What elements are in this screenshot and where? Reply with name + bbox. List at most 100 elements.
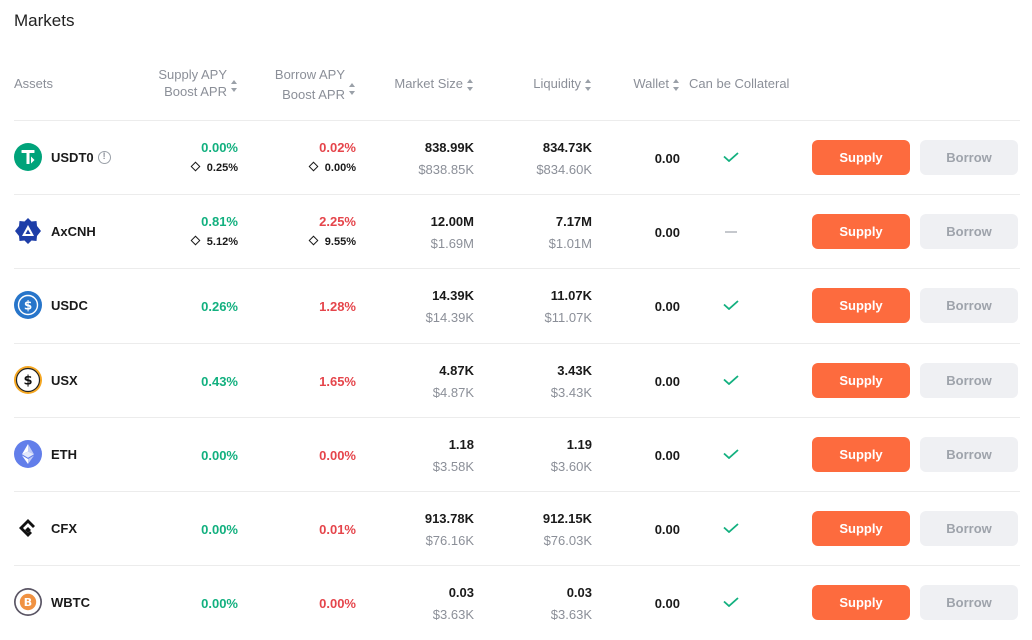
table-row: $ USDC 0.26% 1.28% 14.39K $14.39K 11.07K…: [0, 269, 1032, 343]
asset-name-text: USDT0: [51, 150, 94, 165]
liquidity: 1.19: [566, 437, 592, 452]
borrow-apy: 0.00%: [319, 596, 356, 611]
borrow-button[interactable]: Borrow: [920, 437, 1018, 472]
supply-apy: 0.26%: [201, 299, 238, 314]
liquidity-usd: $3.43K: [550, 385, 592, 400]
wallet-balance: 0.00: [654, 596, 680, 611]
table-row: AxCNH 0.81% 5.12% 2.25% 9.55% 12.00M $1.…: [0, 195, 1032, 269]
row-divider: [14, 565, 1020, 566]
supply-boost-value: 5.12%: [206, 236, 238, 248]
liquidity-usd: $3.63K: [550, 607, 592, 622]
header-liquidity-label: Liquidity: [533, 76, 581, 91]
boost-icon: [308, 235, 319, 246]
borrow-boost-apr: 9.55%: [278, 235, 356, 248]
liquidity: 834.73K: [542, 140, 592, 155]
check-icon: [723, 300, 739, 310]
header-collateral-label: Can be Collateral: [689, 76, 790, 91]
header-wallet-label: Wallet: [633, 76, 669, 91]
supply-apy: 0.81%: [201, 214, 238, 229]
market-size-usd: $1.69M: [430, 236, 474, 251]
header-wallet[interactable]: Wallet: [600, 75, 680, 92]
supply-apy: 0.00%: [201, 522, 238, 537]
market-size: 1.18: [448, 437, 474, 452]
table-row: $ USX 0.43% 1.65% 4.87K $4.87K 3.43K $3.…: [0, 344, 1032, 418]
usdc-icon: $: [14, 291, 42, 319]
header-supply-boost-label: Boost APR: [164, 84, 227, 99]
wallet-balance: 0.00: [654, 225, 680, 240]
wallet-balance: 0.00: [654, 448, 680, 463]
borrow-apy: 1.65%: [319, 374, 356, 389]
header-liquidity[interactable]: Liquidity: [490, 75, 592, 92]
svg-text:$: $: [23, 374, 32, 389]
market-size: 913.78K: [424, 511, 474, 526]
check-icon: [723, 449, 739, 459]
boost-icon: [308, 161, 319, 172]
sort-icon[interactable]: [349, 83, 356, 95]
borrow-button[interactable]: Borrow: [920, 288, 1018, 323]
wbtc-icon: B: [14, 588, 42, 616]
wallet-balance: 0.00: [654, 299, 680, 314]
supply-button[interactable]: Supply: [812, 585, 910, 620]
row-divider: [14, 194, 1020, 195]
header-supply-apy[interactable]: Supply APY Boost APR: [140, 66, 238, 100]
market-size-usd: $14.39K: [425, 310, 474, 325]
usdt0-icon: [14, 143, 42, 171]
market-size: 0.03: [448, 585, 474, 600]
asset-name: USX: [51, 373, 78, 388]
supply-boost-apr: 5.12%: [160, 235, 238, 248]
market-size: 4.87K: [439, 363, 474, 378]
boost-icon: [190, 235, 201, 246]
supply-button[interactable]: Supply: [812, 214, 910, 249]
borrow-apy: 0.01%: [319, 522, 356, 537]
supply-button[interactable]: Supply: [812, 140, 910, 175]
market-size-usd: $4.87K: [432, 385, 474, 400]
boost-icon: [190, 161, 201, 172]
header-borrow-apy-label: Borrow APY: [274, 67, 345, 82]
liquidity: 3.43K: [557, 363, 592, 378]
market-size: 838.99K: [424, 140, 474, 155]
asset-name: AxCNH: [51, 224, 96, 239]
check-icon: [723, 152, 739, 162]
sort-icon[interactable]: [467, 78, 474, 91]
header-market-size[interactable]: Market Size: [370, 75, 474, 92]
liquidity-usd: $3.60K: [550, 459, 592, 474]
liquidity-usd: $834.60K: [536, 162, 592, 177]
liquidity-usd: $1.01M: [548, 236, 592, 251]
borrow-boost-value: 0.00%: [324, 162, 356, 174]
borrow-button[interactable]: Borrow: [920, 140, 1018, 175]
market-size-usd: $3.58K: [432, 459, 474, 474]
header-assets: Assets: [14, 75, 53, 92]
supply-button[interactable]: Supply: [812, 511, 910, 546]
borrow-button[interactable]: Borrow: [920, 585, 1018, 620]
header-supply-apy-label: Supply APY: [158, 67, 227, 82]
row-divider: [14, 343, 1020, 344]
sort-icon[interactable]: [673, 78, 680, 91]
market-size-usd: $76.16K: [425, 533, 474, 548]
supply-boost-value: 0.25%: [206, 162, 238, 174]
borrow-button[interactable]: Borrow: [920, 214, 1018, 249]
row-divider: [14, 268, 1020, 269]
svg-text:$: $: [24, 299, 32, 313]
supply-button[interactable]: Supply: [812, 437, 910, 472]
supply-apy: 0.00%: [201, 596, 238, 611]
sort-icon[interactable]: [585, 78, 592, 91]
borrow-button[interactable]: Borrow: [920, 363, 1018, 398]
borrow-button[interactable]: Borrow: [920, 511, 1018, 546]
sort-icon[interactable]: [231, 80, 238, 92]
header-assets-label: Assets: [14, 76, 54, 91]
header-borrow-apy[interactable]: Borrow APY Boost APR: [258, 66, 356, 103]
liquidity: 7.17M: [555, 214, 592, 229]
table-row: B WBTC 0.00% 0.00% 0.03 $3.63K 0.03 $3.6…: [0, 566, 1032, 640]
borrow-apy: 0.02%: [319, 140, 356, 155]
borrow-apy: 0.00%: [319, 448, 356, 463]
check-icon: [723, 597, 739, 607]
asset-name: WBTC: [51, 595, 90, 610]
wallet-balance: 0.00: [654, 151, 680, 166]
supply-button[interactable]: Supply: [812, 288, 910, 323]
market-size: 14.39K: [432, 288, 474, 303]
info-icon[interactable]: [97, 151, 111, 164]
market-size: 12.00M: [430, 214, 474, 229]
supply-button[interactable]: Supply: [812, 363, 910, 398]
supply-apy: 0.00%: [201, 140, 238, 155]
check-icon: [723, 375, 739, 385]
